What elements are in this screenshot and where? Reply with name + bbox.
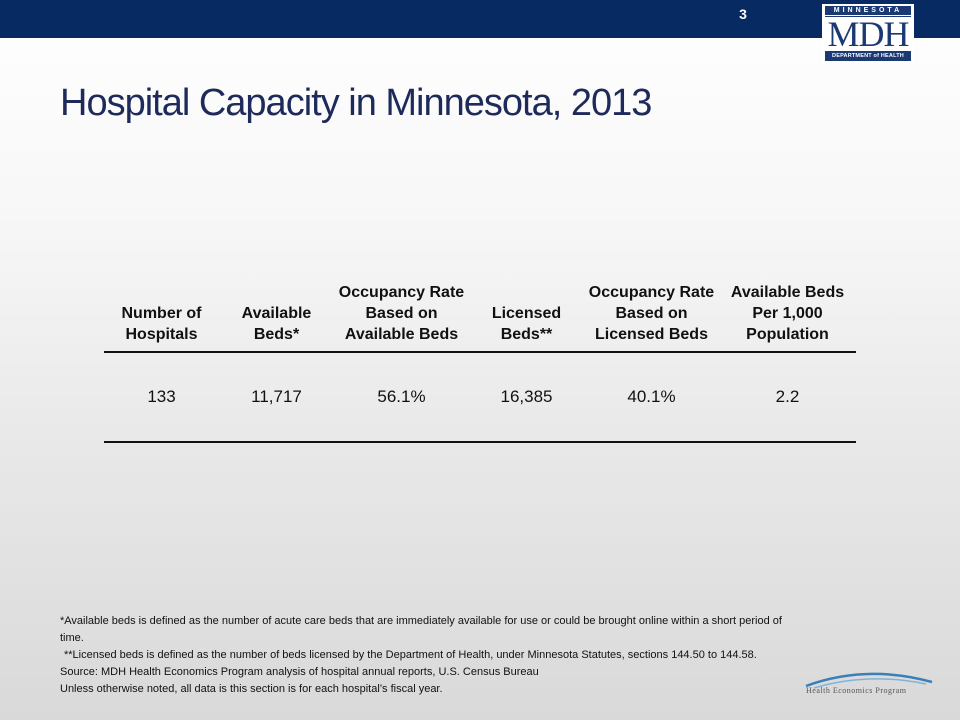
header-bar xyxy=(0,0,960,38)
table-row: 133 11,717 56.1% 16,385 40.1% 2.2 xyxy=(104,352,856,443)
header-occupancy-licensed: Occupancy Rate Based on Licensed Beds xyxy=(584,282,719,353)
cell-occupancy-licensed: 40.1% xyxy=(584,352,719,443)
cell-available-beds: 11,717 xyxy=(219,352,334,443)
footnote-available-beds: *Available beds is defined as the number… xyxy=(60,615,782,644)
footnotes: *Available beds is defined as the number… xyxy=(60,613,800,698)
logo-department-text: DEPARTMENT of HEALTH xyxy=(825,52,911,61)
logo-state-text: MINNESOTA xyxy=(825,6,911,15)
cell-beds-per-1000: 2.2 xyxy=(719,352,856,443)
footnote-source: Source: MDH Health Economics Program ana… xyxy=(60,666,539,678)
table-header-row: Number of Hospitals Available Beds* Occu… xyxy=(104,282,856,353)
health-economics-program-text: Health Economics Program xyxy=(806,686,907,695)
footnote-licensed-beds: **Licensed beds is defined as the number… xyxy=(64,649,757,661)
mdh-logo: MINNESOTA MDH DEPARTMENT of HEALTH xyxy=(822,4,914,64)
cell-occupancy-available: 56.1% xyxy=(334,352,469,443)
header-licensed-beds: Licensed Beds** xyxy=(469,282,584,353)
capacity-table: Number of Hospitals Available Beds* Occu… xyxy=(104,282,856,443)
health-economics-program-logo xyxy=(805,672,933,689)
cell-licensed-beds: 16,385 xyxy=(469,352,584,443)
page-title: Hospital Capacity in Minnesota, 2013 xyxy=(60,82,652,124)
cell-number-of-hospitals: 133 xyxy=(104,352,219,443)
header-available-beds: Available Beds* xyxy=(219,282,334,353)
logo-mdh-text: MDH xyxy=(825,16,911,52)
header-occupancy-available: Occupancy Rate Based on Available Beds xyxy=(334,282,469,353)
header-number-of-hospitals: Number of Hospitals xyxy=(104,282,219,353)
footnote-fiscal-year: Unless otherwise noted, all data is this… xyxy=(60,683,443,695)
header-beds-per-1000: Available Beds Per 1,000 Population xyxy=(719,282,856,353)
slide-number: 3 xyxy=(739,6,747,22)
